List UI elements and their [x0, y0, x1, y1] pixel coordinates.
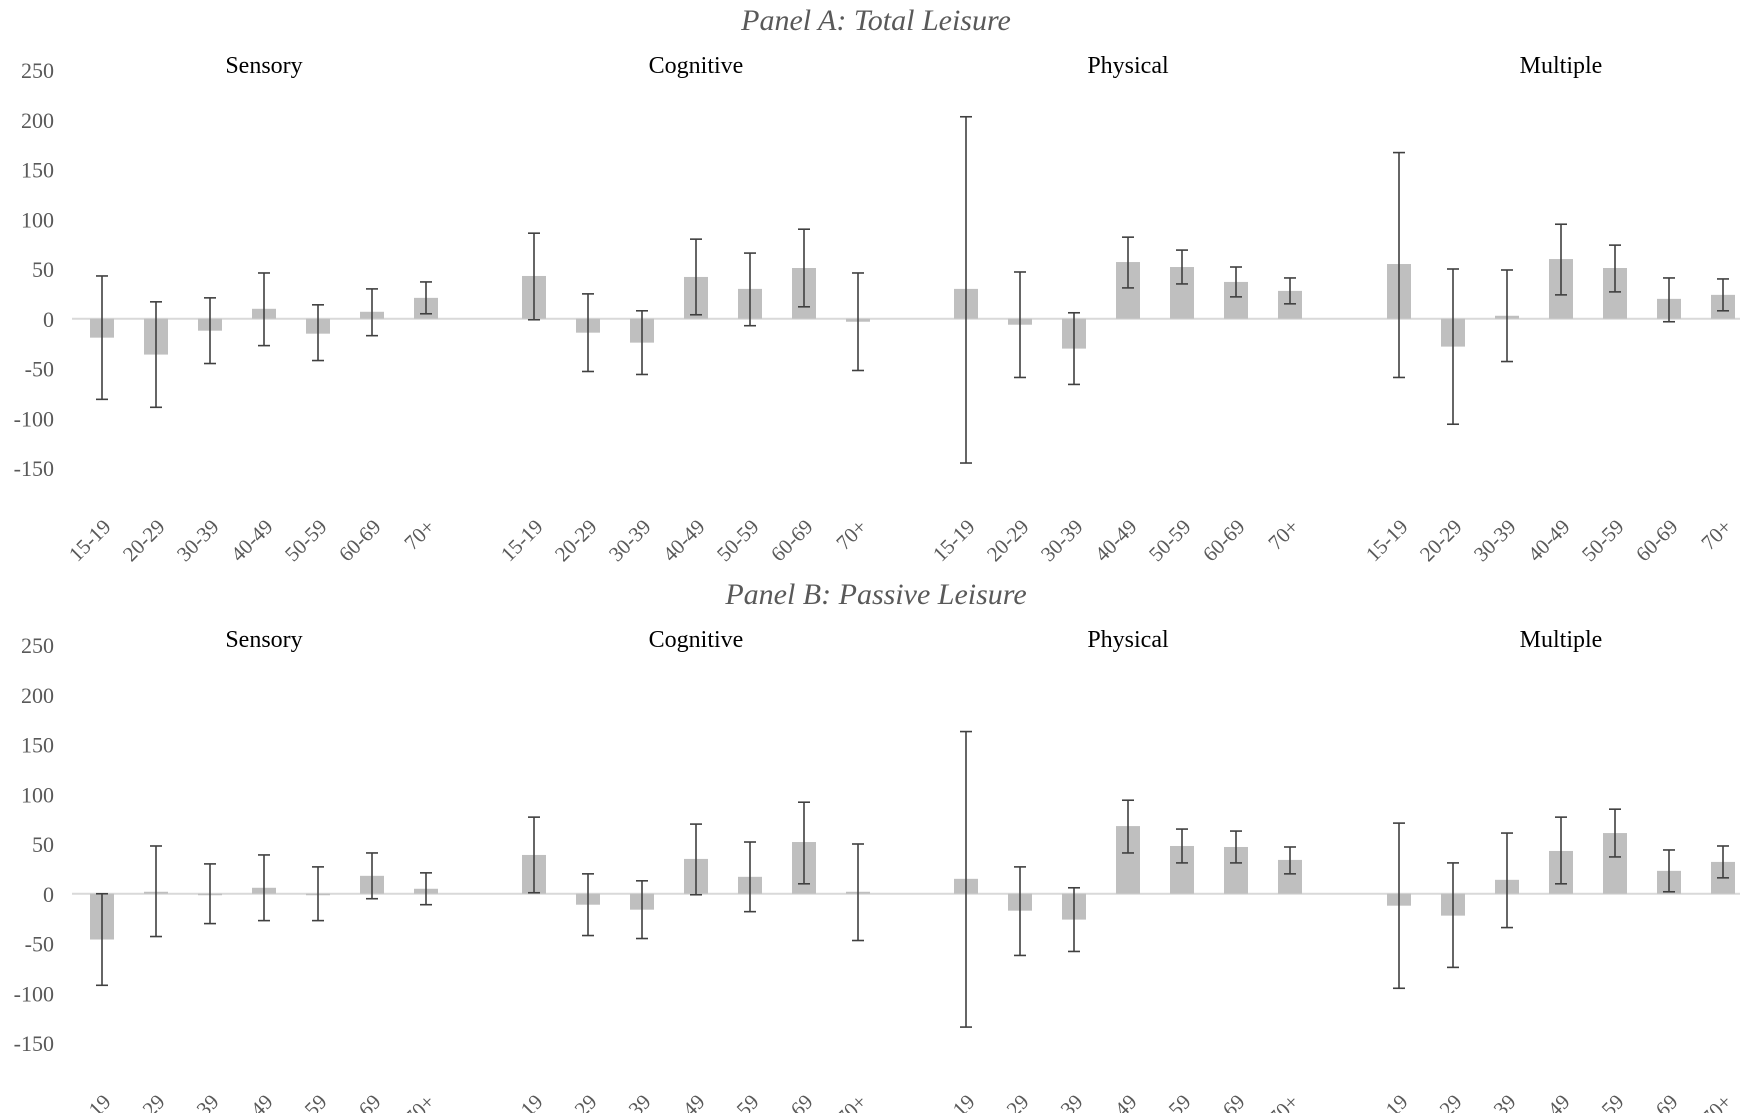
y-tick-label: 0 — [43, 307, 54, 332]
x-tick-label: 15-19 — [496, 515, 548, 567]
x-tick-label: 60-69 — [1198, 1090, 1250, 1113]
y-tick-label: 100 — [21, 207, 54, 232]
group-title: Multiple — [1520, 53, 1603, 79]
x-tick-label: 60-69 — [1631, 515, 1683, 567]
x-tick-label: 40-49 — [1090, 1090, 1142, 1113]
x-tick-label: 20-29 — [550, 1090, 602, 1113]
x-tick-label: 20-29 — [982, 1090, 1034, 1113]
y-tick-label: 50 — [32, 832, 54, 857]
x-tick-label: 50-59 — [1144, 1090, 1196, 1113]
y-tick-label: 250 — [21, 58, 54, 83]
y-tick-label: 250 — [21, 633, 54, 658]
x-tick-label: 70+ — [1263, 515, 1303, 555]
x-tick-label: 15-19 — [64, 1090, 116, 1113]
y-tick-label: -100 — [14, 981, 54, 1006]
panel-title: Panel A: Total Leisure — [740, 4, 1011, 37]
y-tick-label: 150 — [21, 733, 54, 758]
x-tick-label: 50-59 — [280, 1090, 332, 1113]
x-tick-label: 15-19 — [1361, 1090, 1413, 1113]
x-tick-label: 60-69 — [334, 1090, 386, 1113]
x-tick-label: 60-69 — [766, 515, 818, 567]
x-tick-label: 50-59 — [712, 515, 764, 567]
x-tick-label: 20-29 — [1415, 515, 1467, 567]
y-tick-label: 150 — [21, 158, 54, 183]
x-tick-label: 70+ — [1263, 1090, 1303, 1113]
group-title: Cognitive — [649, 53, 744, 79]
group-title: Cognitive — [649, 627, 744, 653]
x-tick-label: 15-19 — [928, 515, 980, 567]
y-tick-label: -100 — [14, 406, 54, 431]
y-tick-label: -150 — [14, 1031, 54, 1056]
x-tick-label: 40-49 — [1090, 515, 1142, 567]
x-tick-label: 40-49 — [1523, 515, 1575, 567]
x-tick-label: 60-69 — [1198, 515, 1250, 567]
x-tick-label: 70+ — [831, 515, 871, 555]
group-title: Sensory — [225, 53, 302, 79]
x-tick-label: 70+ — [1696, 1090, 1736, 1113]
x-tick-label: 40-49 — [1523, 1090, 1575, 1113]
y-tick-label: -150 — [14, 456, 54, 481]
y-tick-label: 0 — [43, 882, 54, 907]
x-tick-label: 20-29 — [982, 515, 1034, 567]
y-tick-label: -50 — [25, 932, 54, 957]
x-tick-label: 70+ — [399, 1090, 439, 1113]
x-tick-label: 20-29 — [118, 1090, 170, 1113]
x-tick-label: 30-39 — [172, 515, 224, 567]
x-tick-label: 60-69 — [766, 1090, 818, 1113]
x-tick-label: 50-59 — [712, 1090, 764, 1113]
x-tick-label: 70+ — [399, 515, 439, 555]
x-tick-label: 40-49 — [658, 1090, 710, 1113]
x-tick-label: 30-39 — [1469, 515, 1521, 567]
x-tick-label: 30-39 — [604, 515, 656, 567]
x-tick-label: 30-39 — [1036, 1090, 1088, 1113]
x-tick-label: 50-59 — [1577, 515, 1629, 567]
x-tick-label: 20-29 — [1415, 1090, 1467, 1113]
x-tick-label: 15-19 — [64, 515, 116, 567]
y-tick-label: 200 — [21, 683, 54, 708]
x-tick-label: 50-59 — [1144, 515, 1196, 567]
group-title: Sensory — [225, 627, 302, 653]
x-tick-label: 70+ — [1696, 515, 1736, 555]
group-title: Physical — [1087, 627, 1169, 653]
y-tick-label: 100 — [21, 782, 54, 807]
y-tick-label: 50 — [32, 257, 54, 282]
x-tick-label: 50-59 — [1577, 1090, 1629, 1113]
x-tick-label: 20-29 — [550, 515, 602, 567]
x-tick-label: 70+ — [831, 1090, 871, 1113]
x-tick-label: 40-49 — [226, 515, 278, 567]
group-title: Multiple — [1520, 627, 1603, 653]
y-tick-label: -50 — [25, 357, 54, 382]
x-tick-label: 15-19 — [928, 1090, 980, 1113]
y-tick-label: 200 — [21, 108, 54, 133]
x-tick-label: 30-39 — [604, 1090, 656, 1113]
group-title: Physical — [1087, 53, 1169, 79]
panel-title: Panel B: Passive Leisure — [724, 578, 1026, 611]
x-tick-label: 15-19 — [1361, 515, 1413, 567]
x-tick-label: 15-19 — [496, 1090, 548, 1113]
x-tick-label: 50-59 — [280, 515, 332, 567]
x-tick-label: 60-69 — [334, 515, 386, 567]
x-tick-label: 20-29 — [118, 515, 170, 567]
x-tick-label: 40-49 — [658, 515, 710, 567]
x-tick-label: 40-49 — [226, 1090, 278, 1113]
x-tick-label: 60-69 — [1631, 1090, 1683, 1113]
x-tick-label: 30-39 — [1036, 515, 1088, 567]
x-tick-label: 30-39 — [172, 1090, 224, 1113]
x-tick-label: 30-39 — [1469, 1090, 1521, 1113]
